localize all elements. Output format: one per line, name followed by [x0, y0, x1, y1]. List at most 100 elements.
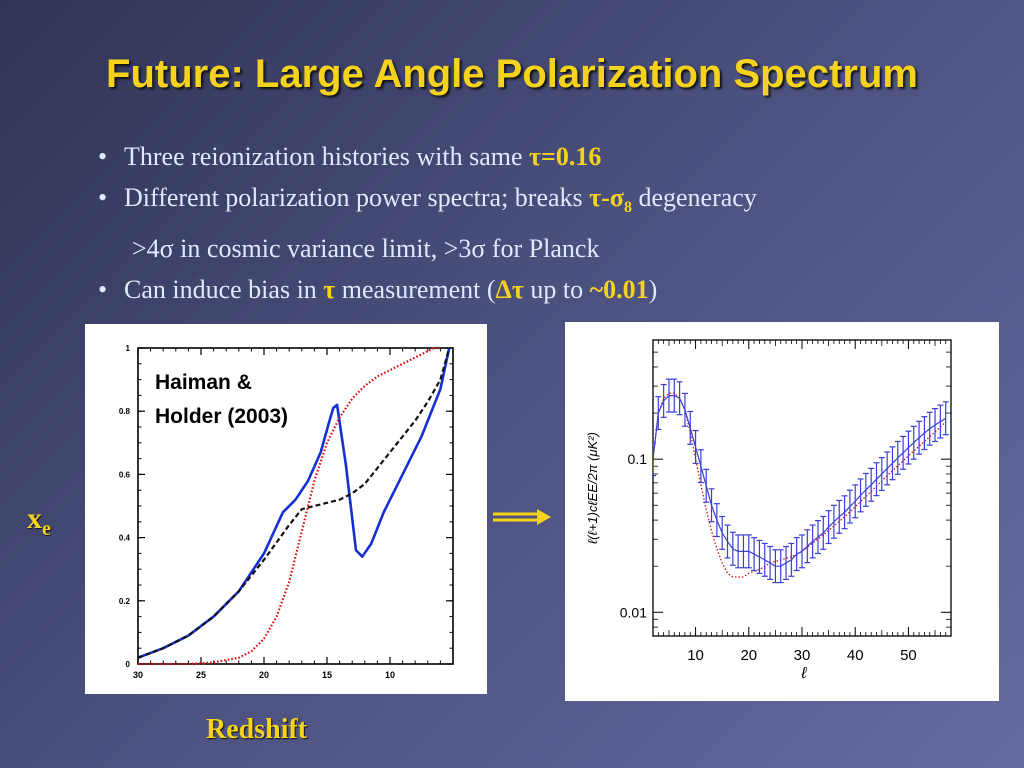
- chart-annotation-line1: Haiman &: [155, 371, 252, 394]
- plot-frame: [137, 347, 454, 665]
- x-tick-label: 50: [900, 647, 917, 664]
- series-line-solid: [137, 347, 451, 659]
- y-tick-label: 0.8: [119, 407, 131, 416]
- error-bar: [729, 531, 736, 566]
- series-line-dotted: [653, 392, 947, 578]
- error-bar: [761, 542, 768, 577]
- error-bar: [852, 484, 859, 519]
- series-line-dotted: [138, 346, 441, 666]
- bullet-2-highlight-sub: 8: [623, 199, 632, 217]
- polarization-chart-panel: 10 20 30 40 50 0.01 0.1 ℓ ℓ(ℓ+1)cℓEE/2π (μK²): [565, 322, 999, 701]
- error-bar: [740, 534, 747, 569]
- error-bar: [708, 488, 715, 523]
- error-bar: [665, 378, 672, 413]
- error-bar: [788, 542, 795, 577]
- x-tick-label: 30: [133, 670, 143, 680]
- bullet-dot-icon: •: [98, 275, 108, 305]
- x-tick-label: 30: [794, 647, 811, 664]
- xe-label-sub: e: [42, 518, 51, 540]
- error-bar: [772, 549, 779, 584]
- y-tick-label: 0.6: [119, 470, 131, 479]
- x-tick-label: 15: [322, 670, 332, 680]
- xe-axis-label: xe: [27, 502, 51, 541]
- error-bar: [873, 462, 880, 497]
- error-bar: [793, 537, 800, 572]
- x-tick-label: 10: [385, 670, 395, 680]
- x-tick-label: 25: [196, 670, 206, 680]
- bullet-2-tail: degeneracy: [631, 183, 757, 212]
- error-bar: [889, 446, 896, 481]
- error-bar: [660, 383, 667, 418]
- error-bar: [751, 537, 758, 572]
- error-bar: [846, 489, 853, 524]
- error-bar: [825, 510, 832, 545]
- error-bar: [894, 440, 901, 475]
- error-bar: [687, 410, 694, 445]
- y-tick-label: 0.01: [620, 604, 647, 620]
- error-bar: [804, 529, 811, 564]
- error-bar: [820, 515, 827, 550]
- series-line-dashed: [137, 347, 451, 659]
- error-bar: [921, 416, 928, 451]
- error-bar: [799, 534, 805, 569]
- error-bar: [783, 545, 790, 580]
- error-bar: [724, 524, 731, 559]
- error-bar: [926, 411, 933, 446]
- error-bar: [884, 451, 891, 486]
- ionization-history-chart: 30 25 20 15 10 0 0.2 0.4 0.6 0.8 1 Haiman & Holder (…: [119, 344, 454, 680]
- bullet-3-delta-tau: Δτ: [495, 275, 524, 305]
- ionization-chart-panel: 30 25 20 15 10 0 0.2 0.4 0.6 0.8 1 Haiman & Holder (…: [85, 324, 487, 694]
- bullet-1-text: Three reionization histories with same: [124, 142, 530, 171]
- error-bar: [735, 534, 742, 569]
- y-tick-label: 0.4: [119, 534, 131, 543]
- y-tick-label: 0.1: [628, 451, 648, 467]
- error-bar: [868, 467, 875, 502]
- bullet-2-highlight: τ-σ: [589, 183, 624, 212]
- error-bar: [910, 425, 917, 460]
- error-bar: [830, 504, 837, 539]
- error-bar: [942, 401, 949, 436]
- error-bar: [676, 381, 683, 416]
- right-arrow-icon: [493, 509, 551, 525]
- error-bar: [862, 472, 869, 507]
- bullet-3-tau: τ: [323, 275, 336, 305]
- error-bar: [836, 499, 843, 534]
- bullet-2-subline: >4σ in cosmic variance limit, >3σ for Pl…: [132, 234, 600, 264]
- bullet-dot-icon: •: [98, 142, 108, 171]
- error-bar: [756, 539, 763, 574]
- error-bar: [655, 396, 662, 431]
- plot-frame: [652, 339, 952, 637]
- error-bar: [841, 495, 848, 530]
- xe-label-main: x: [27, 502, 42, 535]
- x-axis-label: ℓ: [800, 665, 807, 682]
- bullet-3-text-a: Can induce bias in: [124, 275, 324, 305]
- error-bar: [814, 520, 821, 555]
- bullet-3-value: ~0.01: [589, 275, 649, 305]
- y-tick-label: 0: [126, 660, 131, 669]
- bullet-3-text-c: up to: [523, 275, 590, 305]
- error-bar: [937, 404, 944, 439]
- error-bar: [916, 420, 923, 455]
- bullet-item-3: • Can induce bias in τ measurement (Δτ u…: [98, 269, 998, 310]
- error-bar: [809, 524, 816, 559]
- chart-annotation-line2: Holder (2003): [155, 405, 288, 428]
- bullet-list: • Three reionization histories with same…: [98, 136, 998, 310]
- error-bar: [905, 430, 912, 465]
- error-bar: [653, 442, 656, 477]
- bullet-dot-icon: •: [98, 183, 108, 212]
- error-bar: [767, 545, 774, 580]
- error-bar: [932, 408, 939, 443]
- series-line-solid: [653, 395, 946, 567]
- error-bar: [671, 378, 678, 413]
- y-tick-label: 0.2: [119, 597, 131, 606]
- bullet-item-2: • Different polarization power spectra; …: [98, 177, 998, 228]
- bullet-3-text-d: ): [648, 275, 658, 305]
- polarization-spectrum-chart: 10 20 30 40 50 0.01 0.1 ℓ ℓ(ℓ+1)cℓEE/2π (μK²): [585, 339, 952, 682]
- error-bar: [697, 449, 704, 484]
- x-tick-label: 20: [259, 670, 269, 680]
- slide-title: Future: Large Angle Polarization Spectru…: [106, 52, 918, 96]
- error-bar: [692, 430, 699, 465]
- bullet-2-text: Different polarization power spectra; br…: [124, 183, 590, 212]
- x-tick-label: 40: [847, 647, 864, 664]
- error-bar: [900, 435, 907, 470]
